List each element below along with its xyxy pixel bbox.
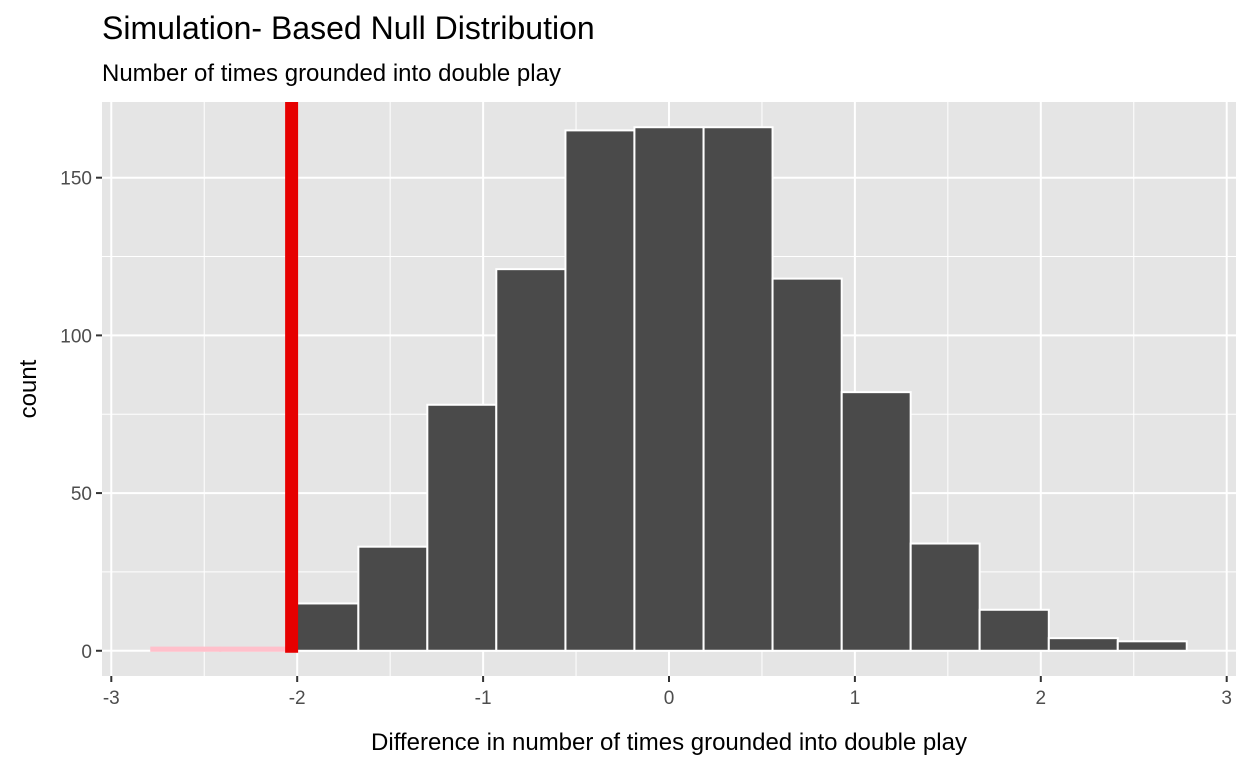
histogram-bar xyxy=(357,545,429,652)
histogram-bar-shaded xyxy=(150,646,222,652)
x-tick-label: -2 xyxy=(289,688,306,709)
histogram-bar xyxy=(1116,640,1188,652)
histogram-bars xyxy=(150,126,1188,652)
x-tick-label: -3 xyxy=(103,688,120,709)
histogram-bar xyxy=(771,277,843,652)
y-tick-label: 50 xyxy=(71,484,92,505)
histogram-bar xyxy=(426,403,498,652)
histogram-bar xyxy=(564,129,636,652)
histogram-bar-shaded xyxy=(219,646,291,652)
histogram-bar xyxy=(1047,637,1119,652)
histogram-bar xyxy=(633,126,705,652)
chart-subtitle: Number of times grounded into double pla… xyxy=(102,60,561,87)
x-tick-label: 1 xyxy=(850,688,861,709)
y-tick-label: 0 xyxy=(81,642,92,663)
histogram-bar xyxy=(840,391,912,652)
x-tick-label: 2 xyxy=(1036,688,1047,709)
axes: -3 -2 -1 0 1 2 3 0 50 100 150 xyxy=(60,169,1232,709)
chart-title: Simulation- Based Null Distribution xyxy=(102,10,595,46)
y-tick-label: 150 xyxy=(60,169,92,190)
histogram-bar xyxy=(978,608,1050,652)
histogram-bar xyxy=(495,268,567,652)
histogram-bar xyxy=(288,602,360,652)
x-tick-label: 0 xyxy=(664,688,675,709)
x-tick-label: -1 xyxy=(475,688,492,709)
y-tick-label: 100 xyxy=(60,326,92,347)
y-axis-title: count xyxy=(15,359,42,418)
histogram-bar xyxy=(702,126,774,652)
histogram-bar xyxy=(909,542,981,652)
observed-statistic-layer xyxy=(285,102,299,653)
x-axis-title: Difference in number of times grounded i… xyxy=(371,729,967,756)
x-tick-label: 3 xyxy=(1221,688,1232,709)
observed-statistic-line xyxy=(285,102,299,653)
